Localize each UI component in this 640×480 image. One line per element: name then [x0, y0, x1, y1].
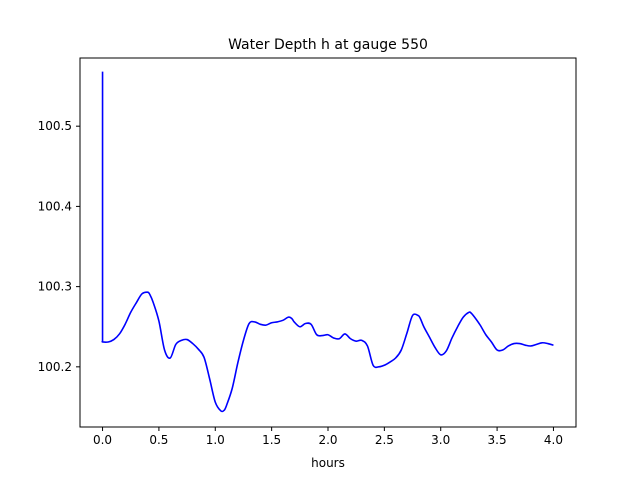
- x-tick-label: 4.0: [544, 433, 563, 447]
- plot-frame: [79, 57, 577, 428]
- x-axis-label: hours: [311, 456, 345, 470]
- x-tick-label: 0.0: [93, 433, 112, 447]
- x-tick-label: 0.5: [149, 433, 168, 447]
- y-tick-label: 100.4: [38, 199, 72, 213]
- x-tick-label: 2.5: [375, 433, 394, 447]
- x-tick-label: 3.0: [431, 433, 450, 447]
- y-tick-label: 100.2: [38, 360, 72, 374]
- series-layer: [101, 71, 554, 413]
- axis-ticks: 0.0 0.5 1.0 1.5 2.0 2.5 3.0 3.5 4.0 100.2 100.3 100…: [38, 119, 563, 447]
- x-tick-label: 1.0: [206, 433, 225, 447]
- y-tick-label: 100.3: [38, 280, 72, 294]
- series-line: [101, 71, 554, 413]
- chart-title: Water Depth h at gauge 550: [228, 37, 428, 53]
- x-tick-label: 3.5: [488, 433, 507, 447]
- y-tick-label: 100.5: [38, 119, 72, 133]
- x-tick-label: 2.0: [318, 433, 337, 447]
- x-tick-label: 1.5: [262, 433, 281, 447]
